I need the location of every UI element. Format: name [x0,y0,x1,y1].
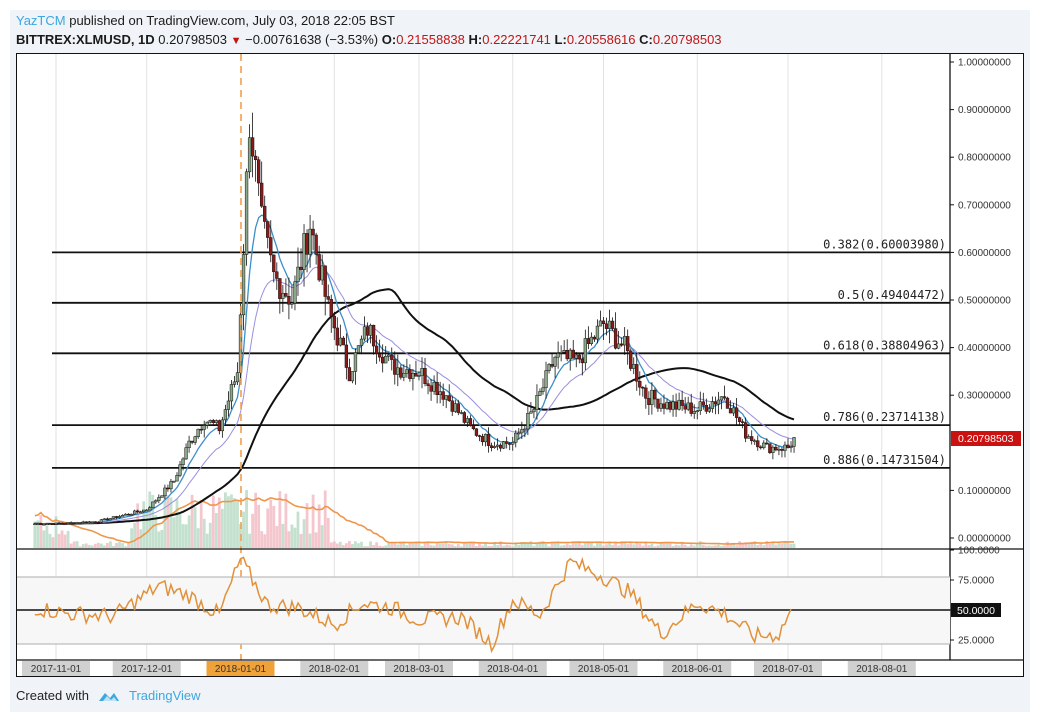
high-label: H: [468,32,483,47]
volume-ma-line [34,497,794,545]
rsi-current-label: 50.0000 [957,605,995,617]
open-label: O: [381,32,397,47]
price-tick-label: 0.50000000 [958,296,1011,307]
price-tick-label: 1.00000000 [958,58,1011,69]
time-tick-label-bg [478,661,547,676]
price-tick-label: 0.40000000 [958,343,1011,354]
low-value: 0.20558616 [566,32,636,47]
tradingview-cloud-icon [98,692,119,701]
price-tick-label: 0.00000000 [958,534,1011,545]
time-tick-label: 2018-03-01 [393,664,445,675]
rsi-tick-label: 100.0000 [958,546,1000,557]
fibonacci-levels: 0.382(0.60003980) 0.5(0.49404472) 0.618(0.… [52,237,950,469]
time-axis[interactable]: 2017-11-01 2017-12-01 2018-01-01 2018-02-01… [22,661,916,676]
price-tick-label: 0.90000000 [958,105,1011,116]
time-tick-label-bg [754,661,822,676]
price-axis[interactable]: 1.00000000 0.90000000 0.80000000 0.70000000… [950,58,1011,545]
symbol-info-line: BITTREX:XLMUSD, 1D 0.20798503 ▼ −0.00761… [16,32,722,47]
rsi-tick-label: 75.0000 [958,576,995,587]
price-tick-label: 0.30000000 [958,391,1011,402]
time-tick-label: 2018-01-01 [215,664,267,675]
chart-frame[interactable] [16,53,1024,677]
time-tick-label-bg [206,661,275,676]
fast-ema [34,214,795,525]
fib-level-label: 0.618(0.38804963) [823,338,946,352]
time-tick-label: 2018-05-01 [578,664,630,675]
author-link[interactable]: YazTCM [16,13,66,28]
volume-bars [33,490,796,548]
long-moving-average [34,288,795,526]
time-tick-label: 2018-04-01 [487,664,539,675]
price-change: −0.00761638 (−3.53%) [245,32,379,47]
footer: Created with TradingView [16,688,201,703]
down-arrow-icon: ▼ [230,35,242,47]
high-value: 0.22221741 [482,32,551,47]
time-tick-label: 2018-02-01 [309,664,361,675]
tradingview-brand-link[interactable]: TradingView [128,688,201,703]
fib-level-label: 0.5(0.49404472) [838,288,946,302]
slow-ema [34,266,795,525]
time-tick-label-bg [663,661,732,676]
rsi-current-tag: 50.0000 [951,603,1001,617]
current-price-label: 0.20798503 [958,433,1014,445]
created-with-text: Created with [16,688,89,703]
time-tick-label: 2017-11-01 [31,664,82,675]
price-tick-label: 0.80000000 [958,153,1011,164]
open-value: 0.21558838 [396,32,465,47]
rsi-pane [17,556,950,654]
time-tick-label: 2018-06-01 [672,664,724,675]
vertical-gridlines [55,54,883,660]
time-tick-label-bg [112,661,181,676]
close-value: 0.20798503 [652,32,722,47]
time-tick-label: 2018-07-01 [762,664,814,675]
fib-level-label: 0.886(0.14731504) [823,453,946,467]
rsi-axis[interactable]: 100.0000 75.0000 25.0000 [950,546,1000,647]
low-label: L: [554,32,567,47]
fib-level-label: 0.382(0.60003980) [823,237,946,251]
time-tick-label: 2018-08-01 [856,664,908,675]
publish-info: YazTCM published on TradingView.com, Jul… [16,13,395,28]
time-tick-label-bg [300,661,369,676]
time-tick-label-bg [384,661,453,676]
time-tick-label-bg [847,661,916,676]
rsi-tick-label: 25.0000 [958,636,995,647]
time-tick-label-bg [569,661,638,676]
time-tick-label: 2017-12-01 [121,664,173,675]
price-tick-label: 0.10000000 [958,486,1011,497]
price-tick-label: 0.70000000 [958,200,1011,211]
published-text: published on TradingView.com, July 03, 2… [65,13,395,28]
current-price-tag: 0.20798503 [951,431,1021,446]
last-price: 0.20798503 [158,32,227,47]
rsi-line [34,556,792,654]
close-label: C: [639,32,653,47]
symbol-label: BITTREX:XLMUSD, 1D [16,32,155,47]
candlesticks [33,112,796,526]
time-tick-label-bg [22,661,90,676]
fib-level-label: 0.786(0.23714138) [823,410,946,424]
price-tick-label: 0.60000000 [958,248,1011,259]
